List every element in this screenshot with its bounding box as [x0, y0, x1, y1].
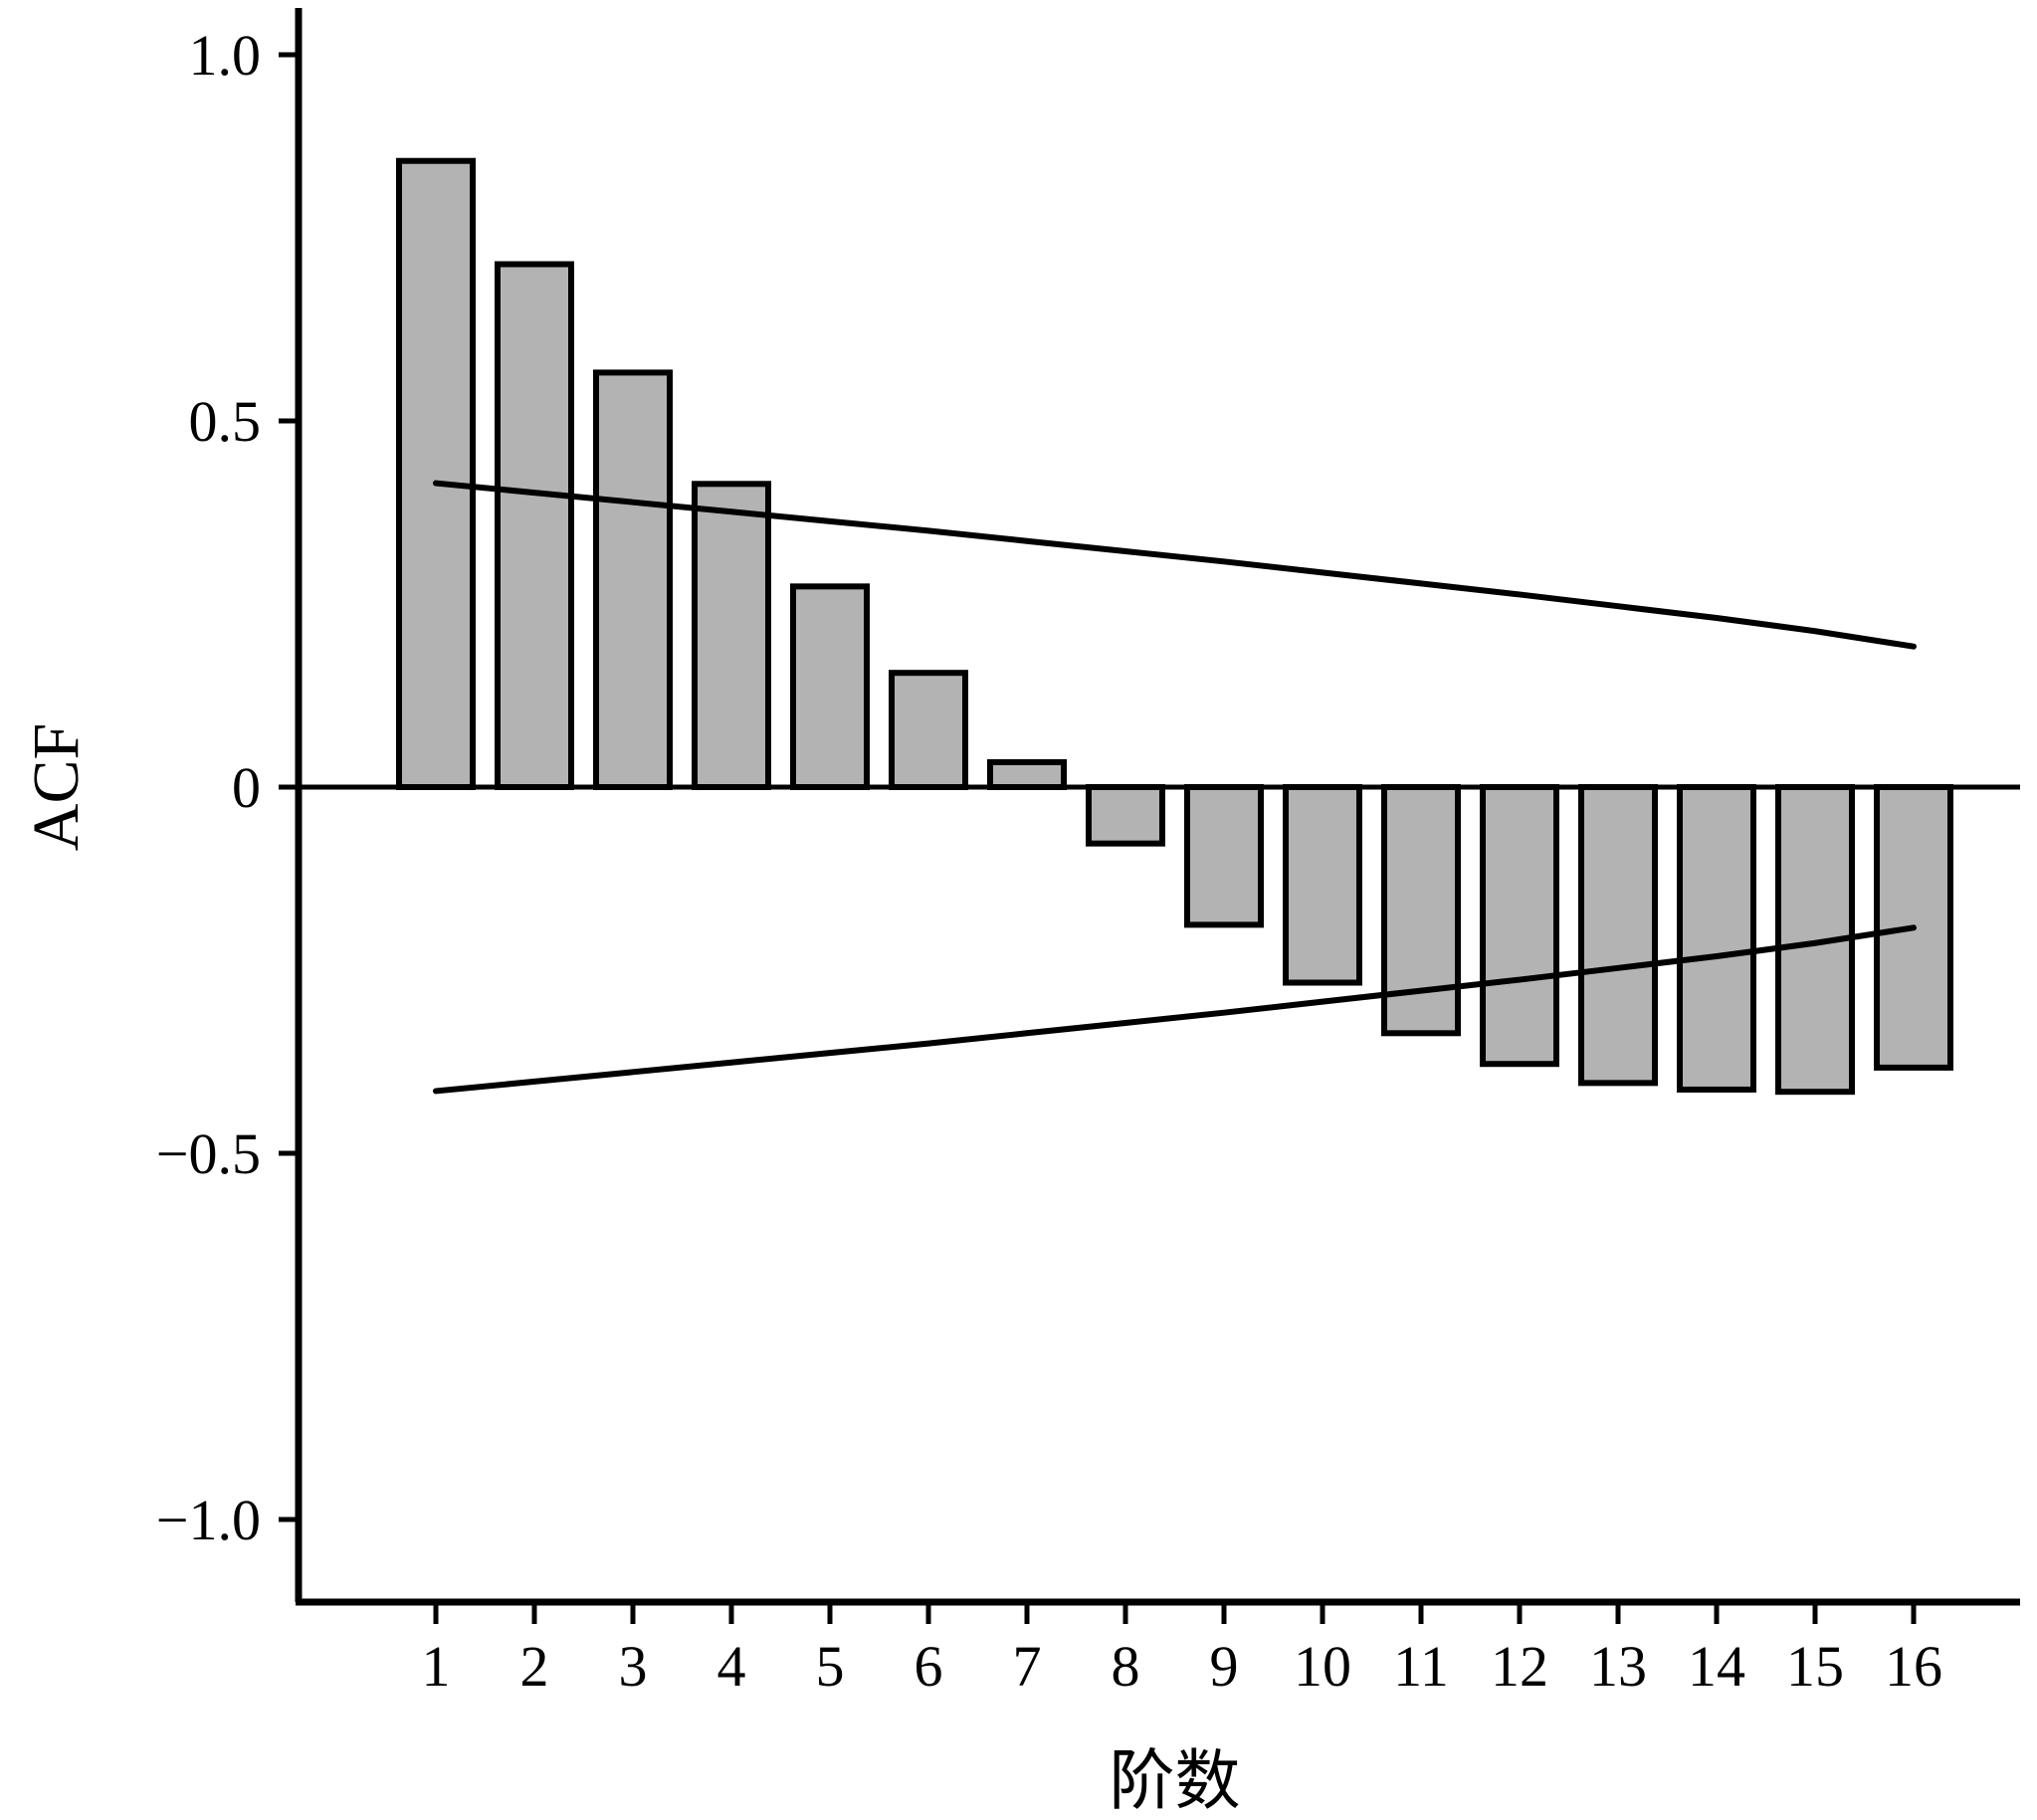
acf-bar-4 — [692, 481, 771, 790]
confidence-upper-line — [433, 480, 1917, 650]
acf-bar-2 — [495, 261, 574, 791]
x-tick-label: 15 — [1786, 1634, 1844, 1699]
y-tick-label: 1.0 — [189, 23, 262, 88]
acf-bar-6 — [889, 670, 968, 791]
x-axis-title: 阶数 — [1110, 1745, 1241, 1818]
acf-bar-7 — [987, 758, 1067, 791]
x-tick-label: 3 — [619, 1634, 648, 1699]
x-tick-label: 12 — [1491, 1634, 1548, 1699]
acf-bar-3 — [593, 369, 673, 790]
y-tick-label: −0.5 — [156, 1121, 261, 1186]
x-tick-label: 11 — [1393, 1634, 1449, 1699]
acf-bar-1 — [396, 157, 476, 791]
x-tick-label: 9 — [1210, 1634, 1239, 1699]
acf-bar-14 — [1677, 784, 1756, 1093]
acf-bar-10 — [1283, 784, 1362, 986]
x-tick-label: 14 — [1688, 1634, 1745, 1699]
confidence-band-layer — [433, 480, 1917, 1095]
y-tick-label: −1.0 — [156, 1488, 261, 1552]
x-tick-label: 16 — [1885, 1634, 1942, 1699]
y-tick-label: 0.5 — [189, 389, 262, 454]
y-tick-label: 0 — [232, 755, 261, 820]
axes-layer — [295, 8, 2020, 1606]
acf-bar-12 — [1480, 784, 1559, 1068]
acf-bar-13 — [1578, 784, 1658, 1087]
y-ticks-layer: 1.0 0.5 0 −0.5 −1.0 — [156, 23, 299, 1552]
x-tick-label: 6 — [915, 1634, 943, 1699]
x-tick-label: 4 — [717, 1634, 746, 1699]
acf-bar-9 — [1184, 784, 1264, 928]
x-tick-label: 1 — [422, 1634, 451, 1699]
bars-layer — [396, 157, 1953, 1096]
x-tick-label: 2 — [520, 1634, 549, 1699]
acf-bar-8 — [1086, 784, 1165, 847]
x-tick-label: 10 — [1294, 1634, 1351, 1699]
x-tick-label: 5 — [816, 1634, 845, 1699]
x-ticks-layer: 1 2 3 4 5 6 7 8 9 10 11 12 13 14 15 16 — [422, 1602, 1942, 1699]
y-axis-title: ACF — [20, 723, 93, 851]
x-tick-label: 8 — [1112, 1634, 1140, 1699]
confidence-lower-line — [433, 924, 1917, 1095]
acf-bar-5 — [790, 583, 870, 790]
x-tick-label: 7 — [1013, 1634, 1042, 1699]
x-tick-label: 13 — [1589, 1634, 1647, 1699]
